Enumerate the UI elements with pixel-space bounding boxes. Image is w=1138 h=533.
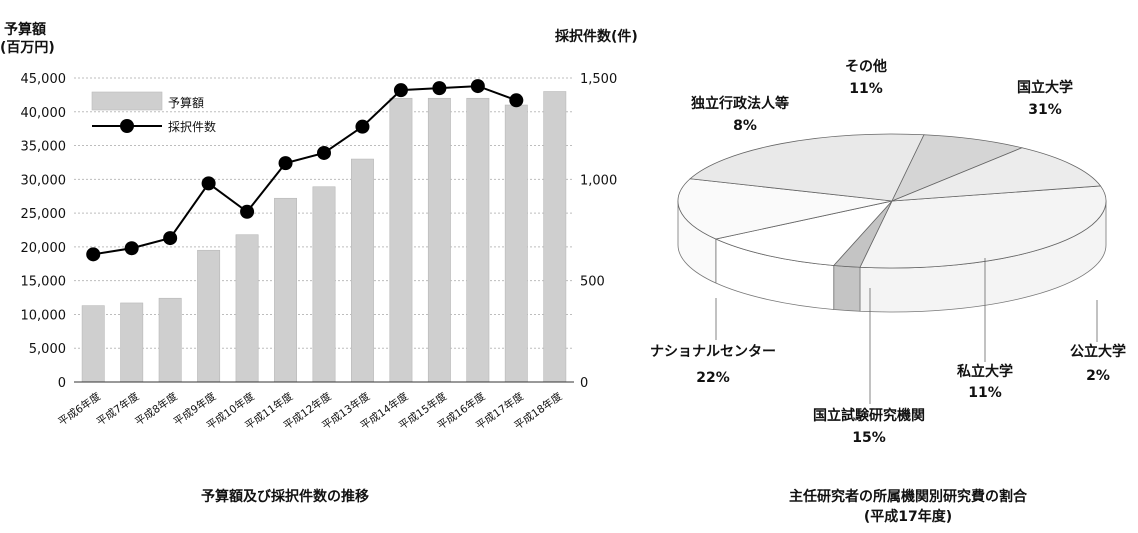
left-axis-tick-label: 30,000 [21, 173, 67, 188]
pie-slice-label: 公立大学 [1070, 343, 1126, 360]
left-axis-tick-label: 35,000 [21, 140, 67, 155]
left-chart-caption: 予算額及び採択件数の推移 [201, 488, 369, 505]
pie-slice-label: その他 [845, 58, 887, 75]
left-axis-tick-label: 45,000 [21, 72, 67, 87]
budget-bar [120, 302, 144, 383]
legend-label-count: 採択件数 [168, 119, 216, 134]
pie-slice-percent: 31% [1028, 102, 1062, 118]
pie-slice-label: 私立大学 [957, 363, 1013, 380]
adoption-count-point [432, 81, 447, 96]
adoption-count-point [355, 119, 370, 134]
budget-bar [274, 197, 297, 383]
budget-bar [312, 186, 336, 383]
pie-slice-side [833, 265, 861, 312]
adoption-count-point [393, 83, 408, 98]
pie-slice-percent: 2% [1086, 368, 1110, 384]
left-axis-tick-label: 20,000 [21, 241, 67, 256]
pie-slice-percent: 11% [849, 81, 883, 97]
pie-slice-percent: 8% [733, 118, 757, 134]
budget-bar [197, 249, 221, 383]
adoption-count-point [163, 231, 178, 246]
left-axis-tick-label: 25,000 [21, 207, 67, 222]
legend-swatch-budget [91, 91, 163, 111]
right-axis-tick-label: 1,000 [580, 173, 617, 188]
adoption-count-point [317, 145, 331, 160]
budget-bar [235, 234, 259, 383]
pie-slice-label: 国立大学 [1017, 79, 1073, 96]
pie-slice-label: 独立行政法人等 [691, 95, 789, 112]
left-axis-tick-label: 0 [58, 376, 66, 391]
pie-slice [689, 133, 925, 202]
budget-bar [543, 91, 567, 383]
x-axis-tick-label: 平成7年度 [94, 390, 142, 429]
adoption-count-point [240, 204, 255, 219]
x-axis-tick-label: 平成8年度 [133, 390, 181, 429]
adoption-count-point [509, 93, 524, 108]
pie-slice [859, 185, 1107, 269]
right-axis-title: 採択件数(件) [555, 28, 638, 45]
adoption-count-point [86, 247, 101, 262]
pie-slice [891, 134, 1024, 202]
pie-slice-label: 国立試験研究機関 [813, 407, 925, 424]
pie-slice [891, 147, 1102, 202]
left-axis-title-line1: 予算額 [4, 21, 46, 38]
adoption-count-point [278, 156, 293, 171]
left-axis-tick-label: 15,000 [21, 275, 67, 290]
pie-slice-label: ナショナルセンター [650, 344, 776, 360]
right-axis-tick-label: 500 [580, 275, 605, 290]
budget-bar [158, 297, 182, 383]
pie-slice-percent: 22% [696, 370, 730, 386]
budget-bar [81, 305, 105, 383]
pie-chart-caption-line1: 主任研究者の所属機関別研究費の割合 [789, 488, 1028, 505]
adoption-count-point [470, 79, 485, 94]
adoption-count-point [201, 176, 216, 191]
budget-bar [504, 104, 528, 383]
left-axis-tick-label: 10,000 [21, 308, 67, 323]
pie-chart-caption-line2: (平成17年度) [864, 508, 952, 525]
right-axis-tick-label: 0 [580, 376, 588, 391]
adoption-count-point [124, 241, 139, 256]
right-axis-tick-label: 1,500 [580, 72, 617, 87]
budget-bar [466, 97, 490, 383]
x-axis-tick-label: 平成6年度 [56, 390, 104, 429]
adoption-count-line [93, 85, 517, 256]
legend-marker-count [120, 119, 134, 133]
pie-slice [714, 200, 894, 266]
budget-bar [427, 97, 451, 383]
pie-slice [677, 178, 893, 240]
pie-slice-percent: 15% [852, 430, 886, 446]
left-axis-title-line2: (百万円) [0, 40, 55, 56]
left-axis-tick-label: 5,000 [29, 342, 66, 357]
budget-bar [389, 97, 413, 383]
budget-bar [351, 158, 374, 383]
legend-label-budget: 予算額 [168, 95, 204, 110]
pie-slice-percent: 11% [968, 385, 1002, 401]
left-axis-tick-label: 40,000 [21, 106, 67, 121]
